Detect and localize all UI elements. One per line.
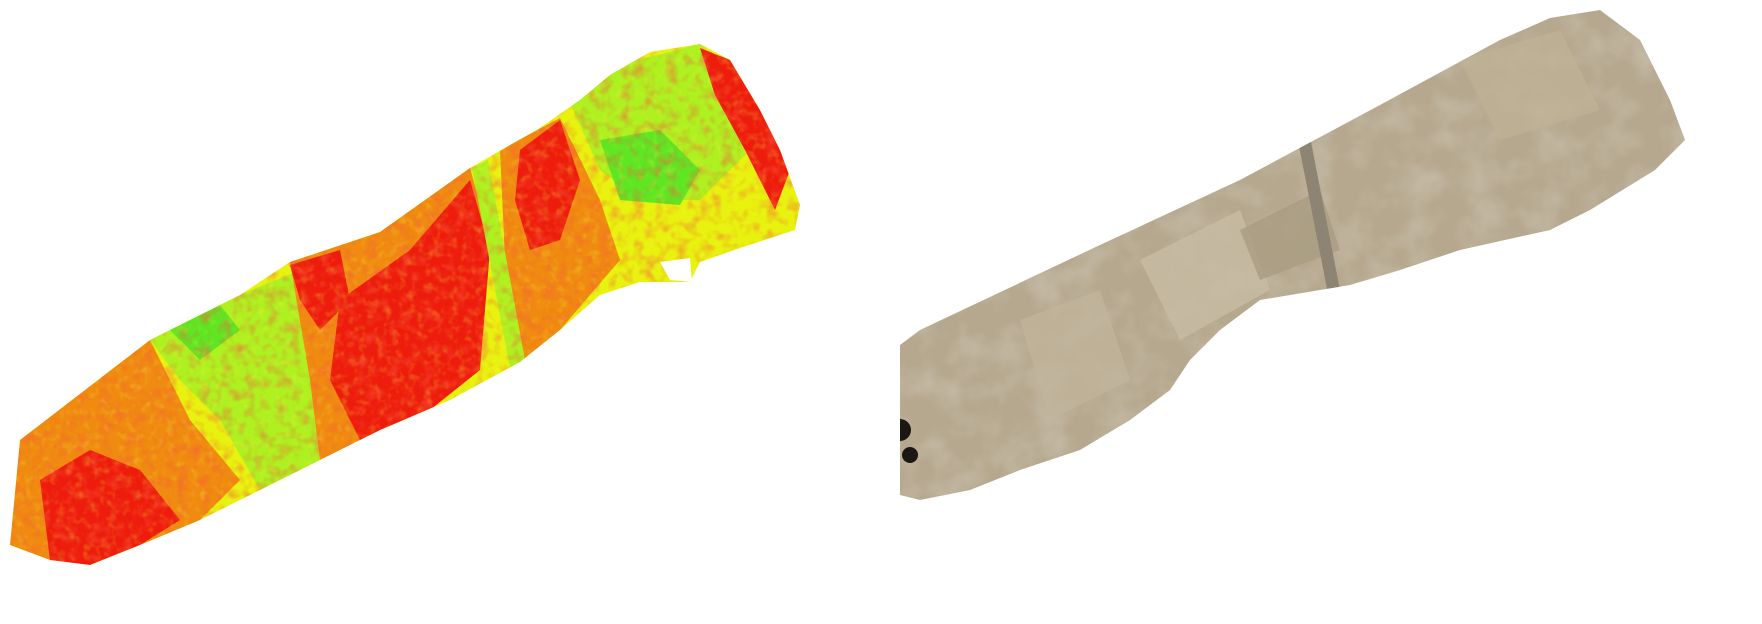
rgb-orthomosaic xyxy=(900,10,1685,500)
field-patch xyxy=(1020,290,1130,420)
vegetation-index-map xyxy=(10,44,800,565)
edge-notch xyxy=(660,258,692,282)
dark-patch xyxy=(900,419,911,441)
ortho-texture xyxy=(900,10,1685,500)
field-patch xyxy=(1460,30,1600,140)
rgb-orthomosaic-panel xyxy=(900,0,1762,624)
field-patch xyxy=(1140,210,1270,340)
vegetation-index-map-panel xyxy=(10,44,800,565)
yellow-speckle-texture xyxy=(10,44,800,565)
dark-patch xyxy=(902,447,918,463)
dark-patch xyxy=(1185,373,1199,387)
